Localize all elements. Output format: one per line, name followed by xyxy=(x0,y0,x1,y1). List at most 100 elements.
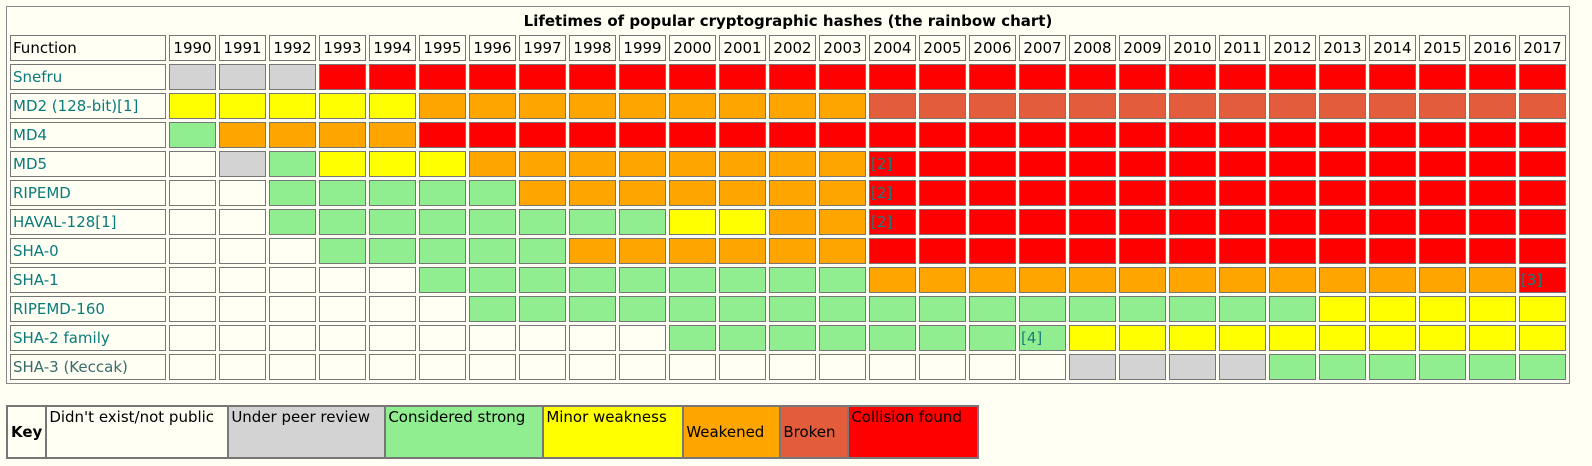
status-cell-collision xyxy=(1269,180,1316,206)
status-cell-none xyxy=(519,354,566,380)
status-cell-collision xyxy=(1519,209,1566,235)
hash-function-link[interactable]: RIPEMD xyxy=(10,180,166,206)
status-cell-minor xyxy=(1119,325,1166,351)
status-cell-strong xyxy=(1069,296,1116,322)
status-cell-weakened xyxy=(819,151,866,177)
status-cell-collision xyxy=(569,122,616,148)
hash-row: MD5 [2] xyxy=(10,151,1566,177)
reference-link[interactable]: [3] xyxy=(1521,271,1543,289)
status-cell-minor xyxy=(319,151,366,177)
status-cell-none xyxy=(419,296,466,322)
status-cell-collision xyxy=(869,238,916,264)
status-cell-weakened xyxy=(1469,267,1516,293)
reference-link[interactable]: [4] xyxy=(1021,329,1043,347)
status-cell-none xyxy=(919,354,966,380)
legend-item-minor: Minor weakness xyxy=(543,406,684,458)
year-header: 2001 xyxy=(719,35,766,61)
hash-function-link[interactable]: HAVAL-128[1] xyxy=(10,209,166,235)
status-cell-broken xyxy=(1219,93,1266,119)
status-cell-collision xyxy=(1269,122,1316,148)
status-cell-collision xyxy=(1019,238,1066,264)
status-cell-strong xyxy=(469,296,516,322)
status-cell-weakened xyxy=(719,238,766,264)
status-cell-collision xyxy=(1269,151,1316,177)
year-header: 2017 xyxy=(1519,35,1566,61)
status-cell-collision xyxy=(419,122,466,148)
status-cell-strong xyxy=(1519,354,1566,380)
year-header: 1996 xyxy=(469,35,516,61)
status-cell-none xyxy=(269,267,316,293)
status-cell-collision xyxy=(869,122,916,148)
reference-link[interactable]: [2] xyxy=(871,184,893,202)
status-cell-strong xyxy=(269,180,316,206)
hash-function-link[interactable]: MD2 (128-bit)[1] xyxy=(10,93,166,119)
status-cell-minor xyxy=(419,151,466,177)
status-cell-none xyxy=(869,354,916,380)
reference-link[interactable]: [2] xyxy=(871,155,893,173)
status-cell-strong xyxy=(1169,296,1216,322)
hash-function-link[interactable]: SHA-0 xyxy=(10,238,166,264)
year-header: 2012 xyxy=(1269,35,1316,61)
status-cell-collision xyxy=(969,209,1016,235)
year-header: 2011 xyxy=(1219,35,1266,61)
hash-row: Snefru xyxy=(10,64,1566,90)
hash-function-link[interactable]: MD5 xyxy=(10,151,166,177)
status-cell-broken xyxy=(1069,93,1116,119)
status-cell-minor xyxy=(1519,325,1566,351)
status-cell-minor xyxy=(1219,325,1266,351)
function-column-header: Function xyxy=(10,35,166,61)
status-cell-weakened xyxy=(769,238,816,264)
hash-function-link[interactable]: Snefru xyxy=(10,64,166,90)
status-cell-weakened xyxy=(769,209,816,235)
status-cell-collision xyxy=(1419,180,1466,206)
status-cell-strong xyxy=(619,209,666,235)
status-cell-none xyxy=(669,354,716,380)
status-cell-collision xyxy=(1219,151,1266,177)
status-cell-collision xyxy=(1319,122,1366,148)
status-cell-collision xyxy=(619,122,666,148)
status-cell-none xyxy=(169,180,216,206)
status-cell-collision xyxy=(1269,238,1316,264)
status-cell-weakened xyxy=(1069,267,1116,293)
status-cell-minor xyxy=(1469,296,1516,322)
status-cell-collision xyxy=(1419,151,1466,177)
status-cell-strong xyxy=(369,209,416,235)
status-cell-weakened xyxy=(369,122,416,148)
hash-row: RIPEMD [2] xyxy=(10,180,1566,206)
status-cell-none xyxy=(469,325,516,351)
status-cell-collision xyxy=(1419,64,1466,90)
status-cell-collision: [2] xyxy=(869,209,916,235)
hash-row: SHA-3 (Keccak) xyxy=(10,354,1566,380)
status-cell-none xyxy=(619,325,666,351)
status-cell-review xyxy=(1119,354,1166,380)
status-cell-weakened xyxy=(719,93,766,119)
status-cell-strong xyxy=(569,296,616,322)
status-cell-weakened xyxy=(719,151,766,177)
status-cell-weakened xyxy=(219,122,266,148)
hash-function-link[interactable]: SHA-1 xyxy=(10,267,166,293)
hash-function-link[interactable]: SHA-2 family xyxy=(10,325,166,351)
status-cell-broken xyxy=(919,93,966,119)
status-cell-weakened xyxy=(1169,267,1216,293)
status-cell-strong xyxy=(669,267,716,293)
hash-function-link[interactable]: MD4 xyxy=(10,122,166,148)
status-cell-none xyxy=(369,296,416,322)
status-cell-minor xyxy=(669,209,716,235)
status-cell-none xyxy=(619,354,666,380)
status-cell-weakened xyxy=(669,180,716,206)
status-cell-collision xyxy=(419,64,466,90)
status-cell-weakened xyxy=(569,180,616,206)
status-cell-collision xyxy=(919,64,966,90)
status-cell-weakened xyxy=(619,151,666,177)
year-header: 2013 xyxy=(1319,35,1366,61)
status-cell-none xyxy=(169,151,216,177)
status-cell-minor xyxy=(219,93,266,119)
hash-row: RIPEMD-160 xyxy=(10,296,1566,322)
hash-row: MD2 (128-bit)[1] xyxy=(10,93,1566,119)
status-cell-strong xyxy=(869,325,916,351)
hash-function-link[interactable]: RIPEMD-160 xyxy=(10,296,166,322)
status-cell-minor xyxy=(1269,325,1316,351)
reference-link[interactable]: [2] xyxy=(871,213,893,231)
year-header: 1995 xyxy=(419,35,466,61)
status-cell-weakened xyxy=(819,93,866,119)
